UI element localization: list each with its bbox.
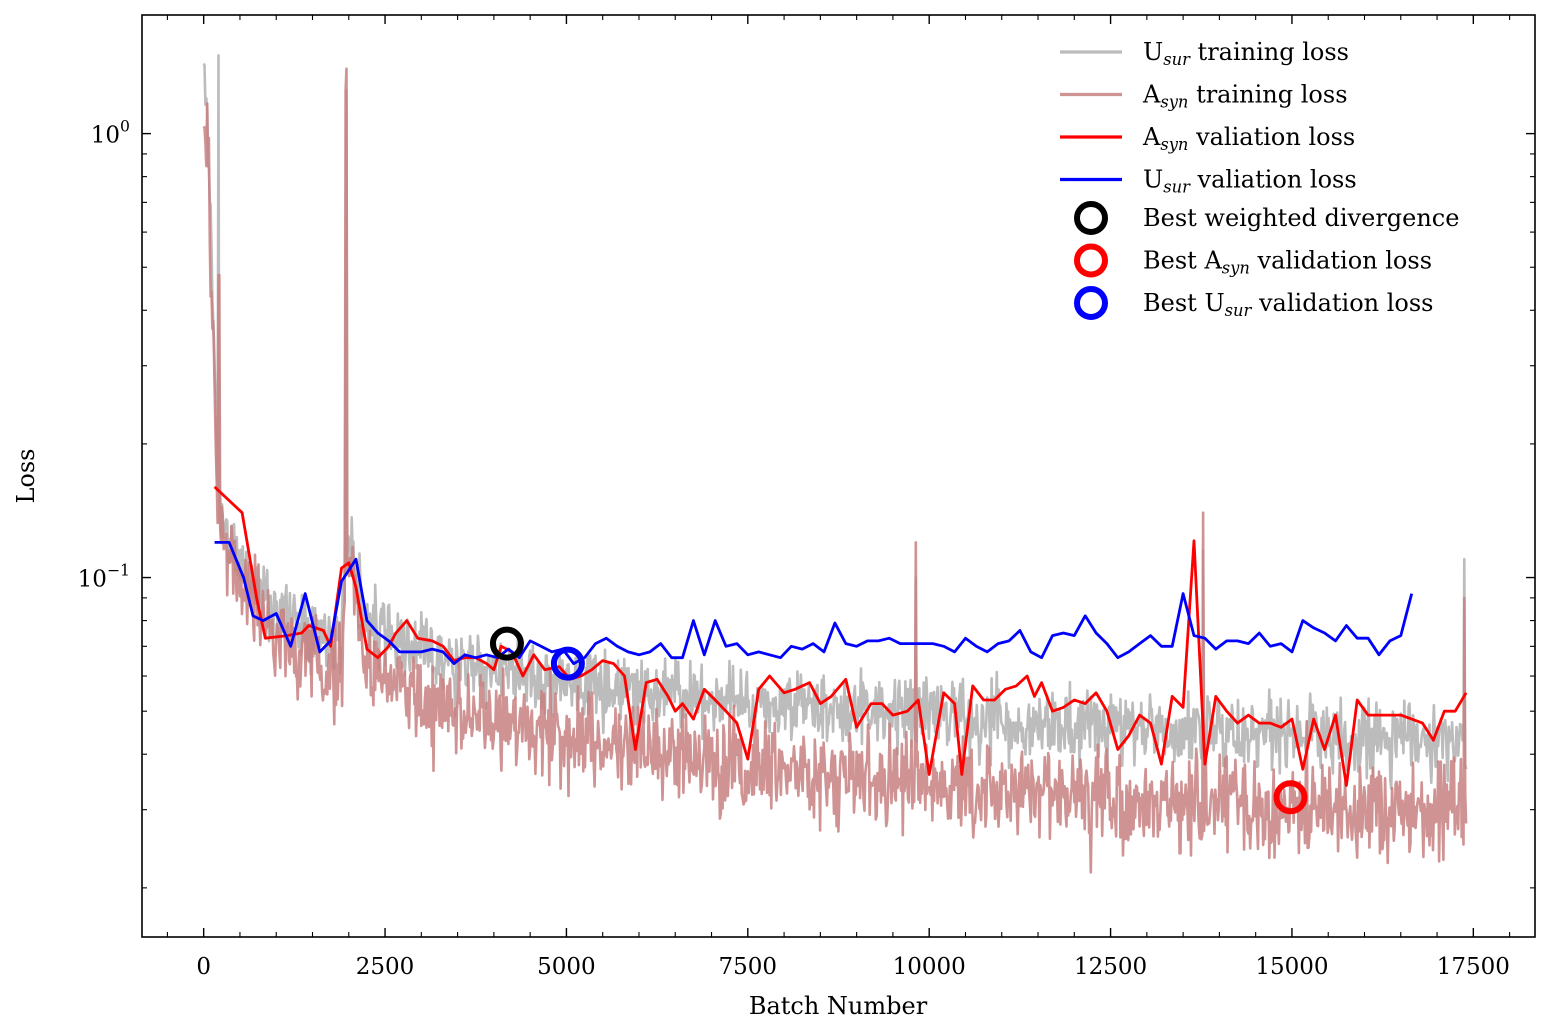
series-line-usur-valiation-loss — [214, 541, 1414, 665]
legend-marker-swatch — [1074, 243, 1108, 278]
series-line-asyn-valiation-loss — [213, 485, 1468, 787]
plot-frame — [141, 14, 1536, 938]
x-tick-label: 5000 — [537, 954, 596, 980]
y-tick-label: 10−1 — [78, 561, 130, 593]
legend-entry-label: Best Usur validation loss — [1143, 289, 1434, 320]
legend-entry-label: Usur training loss — [1143, 38, 1349, 69]
x-tick-label: 15000 — [1255, 954, 1328, 980]
legend-entry-label: Best Asyn validation loss — [1143, 247, 1432, 278]
y-tick-label: 100 — [91, 117, 130, 149]
legend: Usur training loss Asyn training loss Asyn… — [1060, 38, 1459, 320]
legend-marker-swatch — [1074, 201, 1108, 235]
legend-entry-label: Usur valiation loss — [1143, 166, 1357, 197]
x-tick-label: 10000 — [893, 954, 966, 980]
axis-ticks: 0 2500 5000 7500 10000 12500 15000 17500 100 10−1 — [78, 15, 1535, 980]
series-line-asyn-training-loss — [202, 67, 1468, 874]
validation-loss-curves — [213, 485, 1468, 787]
marker-best-weighted-divergence — [489, 626, 524, 661]
x-tick-label: 7500 — [719, 954, 778, 980]
x-tick-label: 2500 — [356, 954, 415, 980]
marker-best-usur-validation-loss — [550, 646, 585, 681]
legend-marker-swatch — [1074, 286, 1108, 320]
best-point-markers — [489, 626, 1308, 815]
x-tick-label: 12500 — [1074, 954, 1147, 980]
legend-entry-label: Asyn valiation loss — [1142, 123, 1355, 154]
x-tick-label: 17500 — [1437, 954, 1510, 980]
legend-entry-label: Best weighted divergence — [1143, 204, 1459, 232]
x-tick-label: 0 — [196, 954, 211, 980]
marker-best-asyn-validation-loss — [1273, 780, 1308, 815]
y-axis-title: Loss — [12, 448, 40, 503]
legend-entry-label: Asyn training loss — [1142, 81, 1348, 112]
x-axis-title: Batch Number — [749, 992, 928, 1020]
